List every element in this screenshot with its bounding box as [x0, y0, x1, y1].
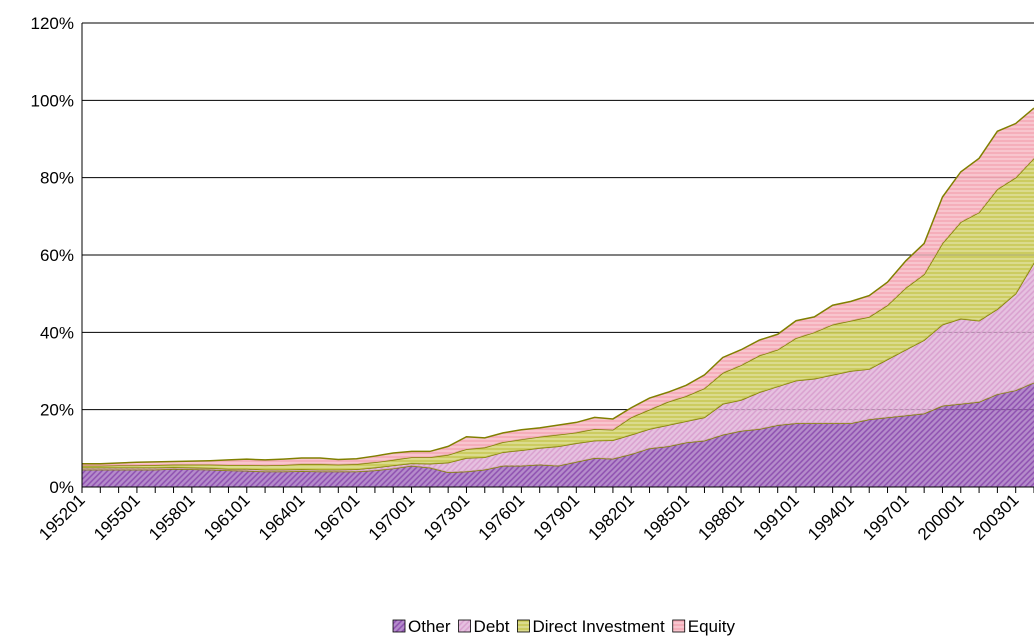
legend-label: Debt [474, 617, 510, 636]
x-tick-label: 197001 [365, 490, 419, 544]
x-tick-label: 200001 [914, 490, 968, 544]
x-tick-label: 199701 [859, 490, 913, 544]
x-tick-label: 198501 [639, 490, 693, 544]
legend: Other Debt Direct Investment Equity [392, 617, 736, 636]
area-outline [82, 107, 1034, 465]
x-tick-label: 199401 [804, 490, 858, 544]
legend-label: Direct Investment [532, 617, 665, 636]
area [82, 382, 1034, 487]
x-tick-label: 195801 [145, 490, 199, 544]
y-tick-label: 20% [40, 401, 74, 420]
area [82, 262, 1034, 473]
y-tick-label: 80% [40, 169, 74, 188]
x-tick-label: 199101 [749, 490, 803, 544]
legend-swatch [392, 619, 406, 633]
legend-swatch [672, 619, 686, 633]
y-tick-label: 120% [31, 14, 74, 33]
y-tick-label: 40% [40, 323, 74, 342]
y-tick-label: 0% [49, 478, 74, 497]
x-tick-label: 197601 [475, 490, 529, 544]
x-tick-label: 196401 [255, 490, 309, 544]
x-tick-label: 197301 [420, 490, 474, 544]
y-tick-label: 60% [40, 246, 74, 265]
x-tick-label: 197901 [530, 490, 584, 544]
y-tick-label: 100% [31, 91, 74, 110]
x-tick-label: 195501 [90, 490, 144, 544]
legend-label: Other [408, 617, 451, 636]
legend-swatch [517, 619, 530, 633]
x-tick-label: 195201 [35, 490, 89, 544]
legend-swatch [458, 619, 471, 633]
x-tick-label: 196701 [310, 490, 364, 544]
x-tick-label: 198801 [694, 490, 748, 544]
x-tick-label: 196101 [200, 490, 254, 544]
x-tick-label: 198201 [585, 490, 639, 544]
legend-label: Equity [688, 617, 736, 636]
x-tick-label: 200301 [969, 490, 1023, 544]
